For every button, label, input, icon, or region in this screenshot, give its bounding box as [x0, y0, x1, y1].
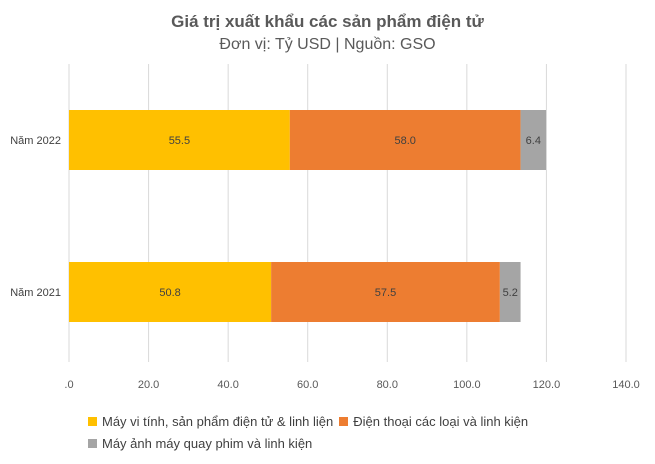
y-category-label: Năm 2021	[10, 287, 61, 299]
legend-item-cameras: Máy ảnh máy quay phim và linh kiện	[88, 436, 312, 451]
legend: Máy vi tính, sản phẩm điện tử & linh liệ…	[88, 410, 608, 454]
x-tick-label: 40.0	[217, 379, 238, 391]
x-tick-label: 60.0	[297, 379, 318, 391]
bar-segment	[520, 110, 547, 170]
x-tick-label: .0	[64, 379, 73, 391]
legend-swatch-cameras	[88, 438, 97, 448]
x-tick-label: 140.0	[612, 379, 640, 391]
y-category-label: Năm 2022	[10, 135, 61, 147]
bar-segment	[69, 110, 290, 170]
legend-label-computers: Máy vi tính, sản phẩm điện tử & linh liệ…	[102, 413, 334, 429]
x-tick-label: 120.0	[533, 379, 561, 391]
legend-item-computers: Máy vi tính, sản phẩm điện tử & linh liệ…	[88, 414, 333, 429]
legend-label-cameras: Máy ảnh máy quay phim và linh kiện	[102, 435, 313, 451]
bar-segment	[69, 262, 272, 322]
data-label: 58.0	[394, 135, 415, 147]
bar-segment	[499, 262, 521, 322]
data-label: 50.8	[159, 287, 180, 299]
data-label: 5.2	[503, 287, 518, 299]
bar-segment	[289, 110, 521, 170]
legend-swatch-phones	[339, 416, 349, 426]
x-tick-label: 20.0	[138, 379, 159, 391]
x-tick-label: 100.0	[453, 379, 481, 391]
data-label: 57.5	[375, 287, 396, 299]
chart-title: Giá trị xuất khẩu các sản phẩm điện tử	[171, 12, 484, 31]
legend-label-phones: Điện thoại các loại và linh kiện	[353, 413, 529, 429]
data-label: 55.5	[169, 135, 190, 147]
data-label: 6.4	[526, 135, 541, 147]
bar-segment	[271, 262, 500, 322]
x-tick-label: 80.0	[377, 379, 398, 391]
legend-swatch-computers	[88, 416, 97, 426]
chart-subtitle: Đơn vị: Tỷ USD | Nguồn: GSO	[219, 36, 436, 53]
legend-item-phones: Điện thoại các loại và linh kiện	[339, 414, 528, 429]
